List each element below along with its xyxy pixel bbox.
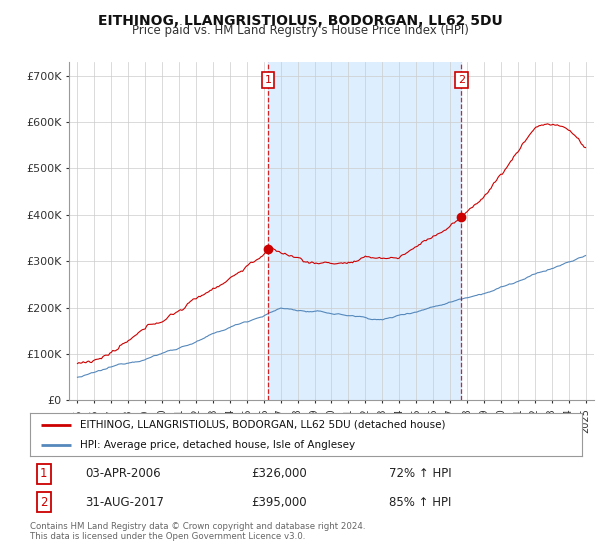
Text: 03-APR-2006: 03-APR-2006 bbox=[85, 467, 161, 480]
Text: 85% ↑ HPI: 85% ↑ HPI bbox=[389, 496, 451, 509]
Text: Contains HM Land Registry data © Crown copyright and database right 2024.
This d: Contains HM Land Registry data © Crown c… bbox=[30, 522, 365, 542]
Text: 72% ↑ HPI: 72% ↑ HPI bbox=[389, 467, 451, 480]
Text: 1: 1 bbox=[265, 75, 271, 85]
Text: £326,000: £326,000 bbox=[251, 467, 307, 480]
Text: 1: 1 bbox=[40, 467, 47, 480]
Text: 31-AUG-2017: 31-AUG-2017 bbox=[85, 496, 164, 509]
Text: Price paid vs. HM Land Registry's House Price Index (HPI): Price paid vs. HM Land Registry's House … bbox=[131, 24, 469, 37]
Bar bbox=[268, 62, 461, 400]
Text: 2: 2 bbox=[458, 75, 465, 85]
Text: HPI: Average price, detached house, Isle of Anglesey: HPI: Average price, detached house, Isle… bbox=[80, 440, 355, 450]
Text: £395,000: £395,000 bbox=[251, 496, 307, 509]
Text: EITHINOG, LLANGRISTIOLUS, BODORGAN, LL62 5DU (detached house): EITHINOG, LLANGRISTIOLUS, BODORGAN, LL62… bbox=[80, 419, 445, 430]
Text: 2: 2 bbox=[40, 496, 47, 509]
Text: EITHINOG, LLANGRISTIOLUS, BODORGAN, LL62 5DU: EITHINOG, LLANGRISTIOLUS, BODORGAN, LL62… bbox=[98, 14, 502, 28]
